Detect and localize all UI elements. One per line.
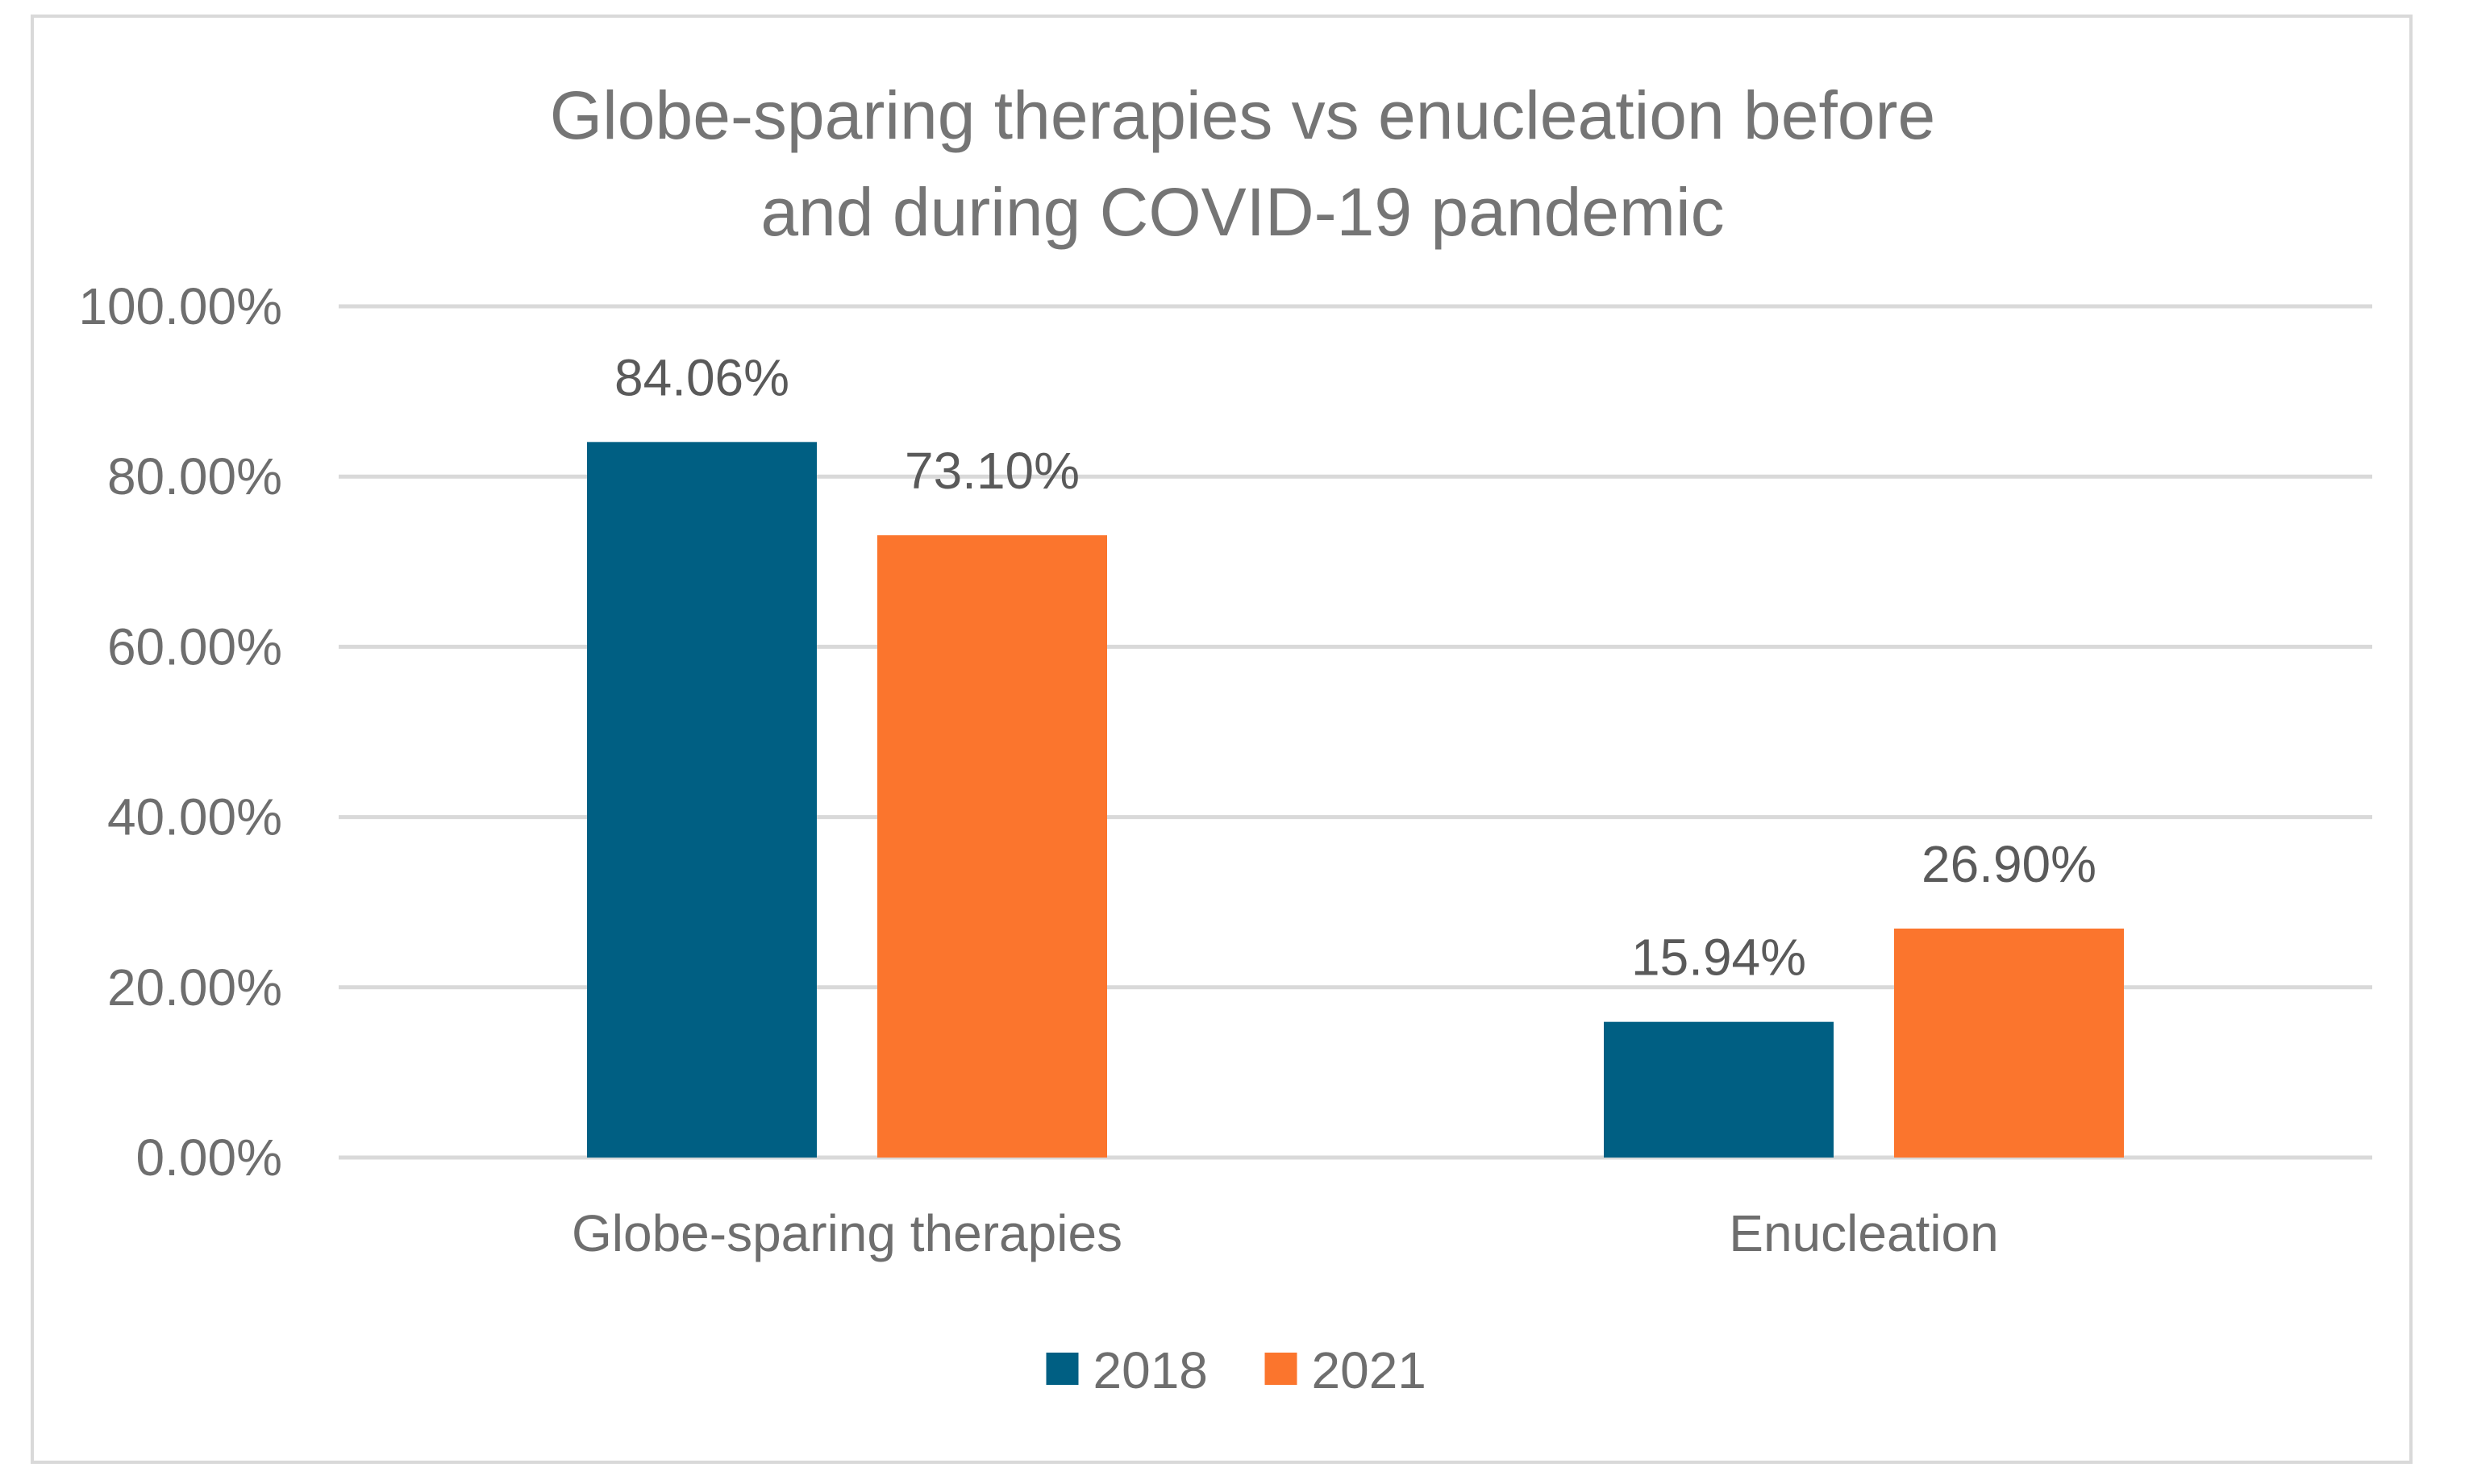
legend-label-2018: 2018 xyxy=(1093,1341,1208,1399)
chart-title: Globe-sparing therapies vs enucleation b… xyxy=(550,77,1935,250)
category-label: Globe-sparing therapies xyxy=(572,1204,1122,1262)
legend-swatch-2021 xyxy=(1264,1353,1297,1385)
data-label-2021-0: 73.10% xyxy=(905,442,1080,500)
y-tick-label: 60.00% xyxy=(107,617,282,675)
bars xyxy=(587,442,2124,1158)
legend-label-2021: 2021 xyxy=(1312,1341,1426,1399)
data-label-2018-0: 84.06% xyxy=(614,348,789,406)
y-tick-label: 100.00% xyxy=(78,277,282,335)
x-axis-category-labels: Globe-sparing therapies Enucleation xyxy=(572,1204,1999,1262)
bar-2018-0 xyxy=(587,442,817,1158)
bar-2021-1 xyxy=(1894,928,2124,1158)
y-tick-label: 80.00% xyxy=(107,447,282,505)
chart-title-line-1: Globe-sparing therapies vs enucleation b… xyxy=(550,77,1935,153)
category-label: Enucleation xyxy=(1729,1204,1998,1262)
legend-swatch-2018 xyxy=(1046,1353,1079,1385)
y-axis-tick-labels: 0.00% 20.00% 40.00% 60.00% 80.00% 100.00% xyxy=(78,277,282,1187)
bar-2021-0 xyxy=(877,535,1107,1158)
data-labels: 84.06% 73.10% 15.94% 26.90% xyxy=(614,348,2096,986)
data-label-2018-1: 15.94% xyxy=(1631,929,1806,987)
chart-title-line-2: and during COVID-19 pandemic xyxy=(760,174,1724,250)
y-tick-label: 20.00% xyxy=(107,958,282,1016)
y-tick-label: 40.00% xyxy=(107,788,282,846)
legend: 2018 2021 xyxy=(1046,1341,1426,1399)
data-label-2021-1: 26.90% xyxy=(1921,835,2096,893)
chart-frame xyxy=(31,15,2413,1464)
bar-2018-1 xyxy=(1604,1021,1834,1158)
y-tick-label: 0.00% xyxy=(136,1129,282,1187)
